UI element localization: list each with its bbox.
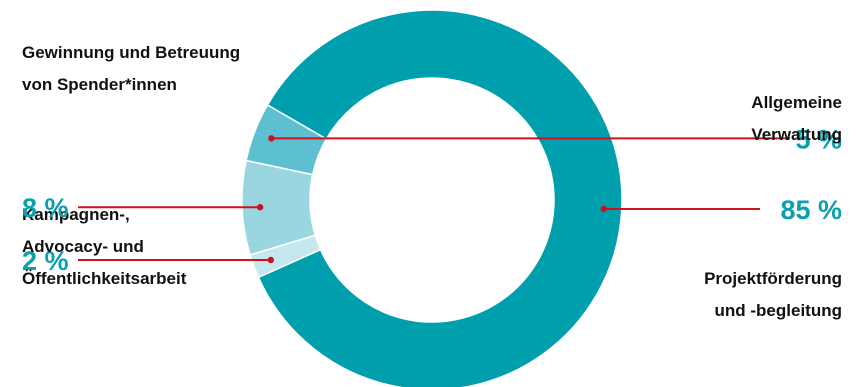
leader-dot-2 (256, 204, 264, 211)
category-label-2-0: Gewinnung und Betreuung (22, 43, 240, 62)
category-label-1-2: Öffentlichkeitsarbeit (22, 269, 187, 288)
value-label-3: 5 % (795, 124, 842, 154)
category-label-3-0: Allgemeine (751, 93, 842, 112)
category-label-0-1: und -begleitung (715, 301, 842, 320)
value-label-0: 85 % (780, 195, 842, 225)
category-label-0-0: Projektförderung (704, 269, 842, 288)
category-label-1-0: Kampagnen-, (22, 205, 130, 224)
leader-dot-0 (600, 205, 607, 213)
category-label-2-1: von Spender*innen (22, 75, 177, 94)
category-label-1-1: Advocacy- und (22, 237, 144, 256)
leader-dot-3 (268, 135, 275, 142)
value-label-1: 2 % (22, 246, 69, 276)
donut-slice-3 (245, 103, 328, 176)
leader-dot-1 (267, 256, 274, 264)
value-label-2: 8 % (22, 193, 69, 223)
donut-slices (241, 9, 623, 387)
donut-slice-0 (257, 9, 623, 387)
category-label-3-1: Verwaltung (751, 125, 842, 144)
chart-annotations: 85 % Projektförderung und -begleitung 2 % Ka… (22, 43, 842, 320)
